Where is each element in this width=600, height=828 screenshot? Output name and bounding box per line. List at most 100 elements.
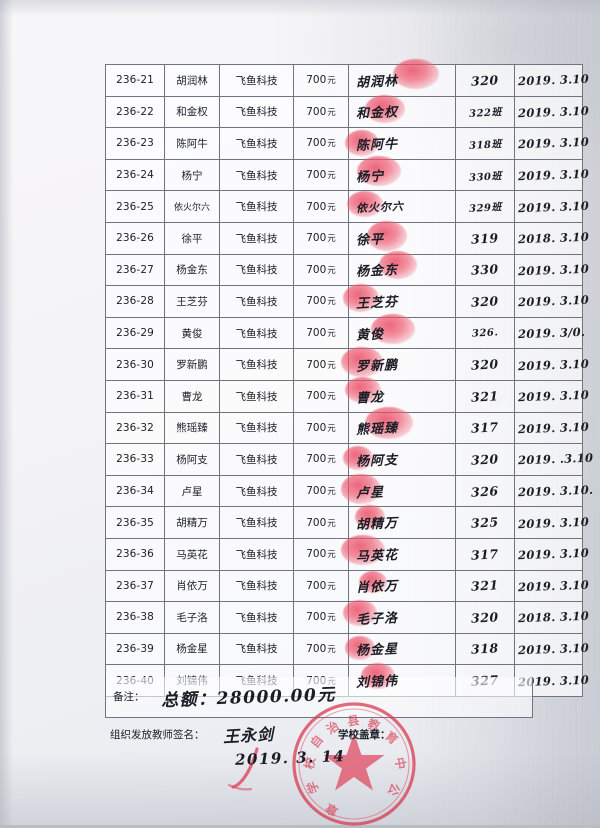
cell-student-name: 胡精万 bbox=[164, 506, 220, 539]
class-handwritten: 320 bbox=[470, 609, 500, 626]
cell-amount: 700元 bbox=[293, 253, 349, 287]
cell-amount: 700元 bbox=[293, 601, 349, 634]
date-handwritten: 2019. 3.10 bbox=[517, 135, 590, 152]
amount-currency-unit: 元 bbox=[327, 360, 336, 371]
amount-currency-unit: 元 bbox=[327, 392, 336, 403]
cell-student-name: 熊瑶臻 bbox=[164, 411, 220, 445]
cell-signature: 依火尔六 bbox=[347, 190, 456, 223]
class-handwritten: 320 bbox=[470, 293, 500, 310]
cell-signature: 陈阿牛 bbox=[345, 127, 456, 160]
cell-student-name: 胡润林 bbox=[164, 64, 220, 97]
cell-serial-number: 236-36 bbox=[105, 537, 165, 571]
amount-currency-unit: 元 bbox=[327, 644, 336, 655]
amount-currency-unit: 元 bbox=[327, 202, 336, 213]
signature-handwritten: 和金权 bbox=[355, 105, 399, 123]
cell-sponsor-org: 飞鱼科技 bbox=[219, 127, 294, 160]
cell-sponsor-org: 飞鱼科技 bbox=[219, 379, 294, 413]
cell-sponsor-org: 飞鱼科技 bbox=[219, 253, 294, 287]
amount-currency-unit: 元 bbox=[327, 171, 336, 182]
cell-sponsor-org: 飞鱼科技 bbox=[219, 569, 294, 603]
cell-signature: 杨宁 bbox=[348, 155, 456, 192]
cell-student-name: 黄俊 bbox=[164, 316, 220, 350]
cell-signature: 卢星 bbox=[341, 473, 456, 508]
cell-date: 2019. 3.10 bbox=[514, 506, 589, 539]
cell-sponsor-org: 飞鱼科技 bbox=[219, 632, 294, 666]
date-handwritten: 2019. 3.10 bbox=[517, 293, 590, 310]
cell-signature: 熊瑶臻 bbox=[348, 406, 456, 445]
date-handwritten: 2019. .3.10 bbox=[517, 451, 594, 468]
cell-serial-number: 236-29 bbox=[105, 316, 165, 350]
cell-class-number: 320 bbox=[455, 443, 515, 476]
class-handwritten: 317 bbox=[470, 545, 500, 563]
cell-date: 2019. 3.10 bbox=[514, 158, 589, 192]
cell-amount: 700元 bbox=[293, 537, 349, 571]
signature-handwritten: 曹龙 bbox=[355, 390, 385, 407]
cell-class-number: 321 bbox=[455, 379, 515, 413]
cell-student-name: 罗新鹏 bbox=[164, 348, 220, 381]
cell-signature: 胡润林 bbox=[348, 59, 456, 97]
amount-value: 700 bbox=[306, 485, 327, 498]
cell-signature: 肖依万 bbox=[348, 569, 456, 603]
table-row: 236-33 杨阿支 飞鱼科技 700元 杨阿支 320 2019. .3.10 bbox=[105, 443, 594, 476]
signature-handwritten: 杨金东 bbox=[355, 263, 399, 281]
amount-value: 700 bbox=[306, 295, 327, 308]
svg-text:中: 中 bbox=[392, 756, 409, 770]
amount-currency-unit: 元 bbox=[327, 518, 336, 529]
amount-currency-unit: 元 bbox=[327, 76, 336, 87]
cell-student-name: 依火尔六 bbox=[164, 190, 220, 223]
signature-handwritten: 徐平 bbox=[355, 232, 385, 249]
payout-roster-table: 236-21 胡润林 飞鱼科技 700元 胡润林 320 2019. 3.10 236-22 和… bbox=[105, 59, 594, 697]
cell-sponsor-org: 飞鱼科技 bbox=[219, 285, 294, 318]
table-row: 236-22 和金权 飞鱼科技 700元 和金权 322班 2019. 3.10 bbox=[105, 94, 589, 129]
fingerprint-stamp-icon bbox=[393, 59, 439, 89]
date-handwritten: 2019. 3.10 bbox=[517, 419, 590, 437]
cell-student-name: 毛子洛 bbox=[164, 601, 220, 634]
signature-handwritten: 依火尔六 bbox=[355, 199, 405, 215]
cell-class-number: 320 bbox=[455, 348, 515, 381]
table-row: 236-25 依火尔六 飞鱼科技 700元 依火尔六 329班 2019. 3.10 bbox=[105, 190, 589, 223]
date-handwritten: 2019. 3.10. bbox=[517, 482, 594, 500]
amount-value: 700 bbox=[306, 200, 327, 213]
cell-sponsor-org: 飞鱼科技 bbox=[219, 316, 294, 350]
table-row: 236-34 卢星 飞鱼科技 700元 卢星 326 2019. 3.10. bbox=[105, 473, 594, 508]
teacher-signature-label: 组织发放教师签名： bbox=[110, 729, 205, 741]
date-handwritten: 2019. 3.10 bbox=[517, 72, 590, 89]
cell-student-name: 卢星 bbox=[164, 474, 220, 508]
cell-class-number: 317 bbox=[455, 537, 515, 571]
cell-date: 2019. 3.10 bbox=[514, 253, 589, 287]
cell-sponsor-org: 飞鱼科技 bbox=[219, 601, 294, 634]
remarks-handwritten-total: 总额：28000.00元 bbox=[160, 684, 337, 712]
cell-sponsor-org: 飞鱼科技 bbox=[219, 348, 294, 381]
amount-value: 700 bbox=[306, 263, 327, 276]
amount-currency-unit: 元 bbox=[327, 581, 336, 592]
table-row: 236-28 王芝芬 飞鱼科技 700元 王芝芬 320 2019. 3.10 bbox=[105, 284, 589, 318]
cell-serial-number: 236-27 bbox=[105, 253, 165, 287]
cell-date: 2019. 3.10 bbox=[514, 348, 589, 381]
cell-sponsor-org: 飞鱼科技 bbox=[219, 190, 294, 223]
cell-sponsor-org: 飞鱼科技 bbox=[219, 474, 294, 508]
cell-date: 2019. 3.10 bbox=[514, 127, 589, 160]
cell-signature: 马英花 bbox=[341, 534, 456, 571]
amount-currency-unit: 元 bbox=[327, 455, 336, 466]
amount-currency-unit: 元 bbox=[327, 423, 336, 434]
signature-handwritten: 杨金星 bbox=[355, 642, 399, 660]
class-handwritten: 317 bbox=[470, 419, 500, 437]
cell-amount: 700元 bbox=[293, 632, 349, 666]
signature-handwritten: 马英花 bbox=[355, 547, 399, 565]
amount-value: 700 bbox=[306, 579, 327, 592]
cell-class-number: 330 bbox=[455, 253, 515, 287]
table-row: 236-24 杨宁 飞鱼科技 700元 杨宁 330班 2019. 3.10 bbox=[105, 155, 589, 192]
cell-serial-number: 236-38 bbox=[105, 601, 165, 634]
school-seal-label: 学校盖章： bbox=[338, 729, 391, 741]
footer-signature-row: 组织发放教师签名： 王永剑 2019. 3. 14 学校盖章： bbox=[105, 725, 533, 791]
cell-amount: 700元 bbox=[293, 158, 349, 192]
cell-signature: 曹龙 bbox=[345, 376, 456, 413]
table-row: 236-29 黄俊 飞鱼科技 700元 黄俊 326. 2019. 3/0. bbox=[105, 313, 585, 350]
amount-currency-unit: 元 bbox=[327, 139, 336, 150]
cell-amount: 700元 bbox=[293, 379, 349, 413]
class-handwritten: 320 bbox=[470, 451, 500, 468]
cell-amount: 700元 bbox=[293, 569, 349, 603]
amount-currency-unit: 元 bbox=[327, 265, 336, 276]
amount-value: 700 bbox=[306, 548, 327, 561]
cell-serial-number: 236-31 bbox=[105, 379, 165, 413]
